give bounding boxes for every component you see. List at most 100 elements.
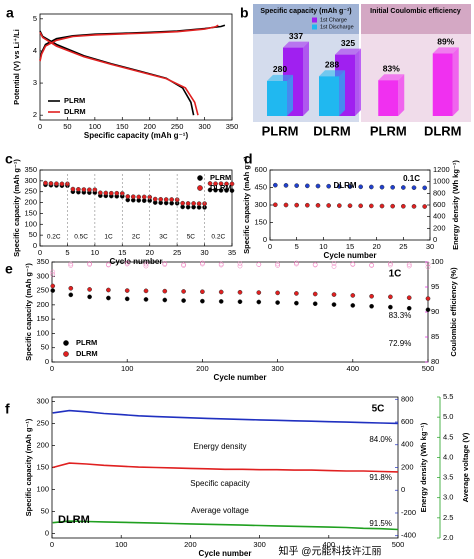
data-point bbox=[315, 203, 321, 208]
y-tick-label: 5.0 bbox=[443, 412, 453, 421]
x-tick-label: 0 bbox=[38, 248, 42, 257]
y-tick-label: 3.0 bbox=[443, 493, 453, 502]
x-tick-label: 200 bbox=[184, 540, 197, 549]
y-axis-label: Specific capacity (mAh g⁻¹) bbox=[242, 156, 251, 254]
data-point bbox=[390, 203, 396, 209]
y-tick-label: 100 bbox=[36, 485, 49, 494]
data-point bbox=[350, 261, 356, 267]
data-point bbox=[50, 272, 56, 277]
data-point bbox=[218, 188, 224, 193]
y-axis-label: Specific capacity (mAh g⁻¹) bbox=[24, 263, 33, 361]
data-point bbox=[70, 186, 76, 192]
data-point bbox=[207, 187, 213, 193]
bar-side bbox=[287, 74, 293, 116]
x-tick-label: 15 bbox=[118, 248, 126, 257]
x-tick-label: 300 bbox=[253, 540, 266, 549]
data-point bbox=[181, 298, 186, 303]
annotation: 0.2C bbox=[211, 234, 225, 241]
y-axis-label: Energy density (Wh kg⁻¹) bbox=[451, 160, 460, 250]
data-point bbox=[369, 303, 374, 309]
y-tick-label: 250 bbox=[36, 286, 49, 295]
data-point bbox=[97, 190, 103, 196]
value-label: 280 bbox=[273, 64, 287, 74]
y-tick-label: 2.0 bbox=[443, 533, 453, 542]
bar bbox=[432, 53, 453, 116]
legend-label: 1st Discharge bbox=[320, 24, 354, 30]
plot-frame bbox=[39, 169, 233, 247]
data-point bbox=[68, 261, 74, 267]
data-point bbox=[294, 261, 299, 267]
y-tick-label: 1200 bbox=[433, 165, 450, 174]
data-point bbox=[218, 299, 224, 304]
y-tick-label: 800 bbox=[401, 394, 414, 403]
x-tick-label: 0 bbox=[268, 242, 272, 251]
y-tick-label: 2 bbox=[33, 110, 37, 119]
y-tick-label: 400 bbox=[433, 212, 446, 221]
x-tick-label: 30 bbox=[426, 242, 434, 251]
y-tick-label: 600 bbox=[401, 417, 414, 426]
data-point bbox=[163, 197, 169, 202]
x-tick-label: 35 bbox=[228, 248, 236, 257]
y-tick-label: 3 bbox=[33, 78, 37, 87]
y-tick-label: 2.5 bbox=[443, 513, 453, 522]
data-point bbox=[294, 183, 300, 188]
value-label: 325 bbox=[341, 38, 355, 48]
category-label: DLRM bbox=[424, 123, 462, 138]
x-tick-label: 350 bbox=[226, 122, 239, 131]
y-tick-label: 250 bbox=[36, 418, 49, 427]
x-tick-label: 50 bbox=[63, 122, 71, 131]
data-point bbox=[422, 185, 428, 191]
legend-label: DLRM bbox=[210, 183, 232, 192]
annotation: 5C bbox=[187, 234, 196, 241]
data-point bbox=[406, 305, 412, 311]
y-tick-label: 4.0 bbox=[443, 452, 453, 461]
data-point bbox=[315, 183, 321, 189]
data-point bbox=[59, 181, 65, 187]
data-point bbox=[347, 203, 353, 209]
data-point bbox=[422, 204, 428, 209]
y-axis-label: Average voltage (V) bbox=[461, 432, 470, 502]
y-tick-label: 90 bbox=[431, 307, 439, 316]
data-point bbox=[229, 181, 235, 187]
x-tick-label: 5 bbox=[65, 248, 69, 257]
data-point bbox=[275, 263, 280, 268]
data-point bbox=[411, 204, 417, 209]
y-tick-label: 3.5 bbox=[443, 473, 453, 482]
x-tick-label: 20 bbox=[372, 242, 380, 251]
data-point bbox=[283, 202, 289, 208]
data-point bbox=[81, 187, 87, 192]
y-tick-label: 200 bbox=[24, 198, 37, 207]
data-point bbox=[312, 291, 318, 297]
annotation: Energy density bbox=[194, 442, 247, 451]
annotation: DLRM bbox=[333, 181, 356, 190]
series-line bbox=[52, 462, 399, 473]
legend-swatch bbox=[197, 185, 203, 191]
x-tick-label: 200 bbox=[196, 364, 209, 373]
data-point bbox=[358, 203, 364, 209]
y-tick-label: 0 bbox=[45, 529, 49, 538]
data-point bbox=[331, 302, 337, 307]
x-tick-label: 300 bbox=[271, 364, 284, 373]
data-point bbox=[237, 261, 243, 266]
data-point bbox=[48, 181, 54, 186]
data-point bbox=[124, 260, 130, 266]
data-point bbox=[114, 190, 120, 196]
data-point bbox=[388, 261, 393, 266]
data-point bbox=[207, 181, 213, 186]
legend-swatch bbox=[312, 24, 317, 30]
x-tick-label: 10 bbox=[319, 242, 327, 251]
watermark: 知乎 @元能科技许江丽 bbox=[279, 545, 382, 558]
category-label: PLRM bbox=[262, 123, 299, 138]
y-tick-label: 350 bbox=[24, 165, 37, 174]
data-point bbox=[304, 183, 310, 189]
panel-label: b bbox=[240, 5, 249, 21]
data-point bbox=[218, 261, 224, 267]
data-point bbox=[350, 303, 356, 308]
x-tick-label: 0 bbox=[38, 122, 42, 131]
data-point bbox=[331, 264, 337, 269]
y-tick-label: 150 bbox=[36, 462, 49, 471]
annotation: Specific capacity bbox=[190, 479, 250, 488]
data-point bbox=[358, 184, 364, 190]
x-tick-label: 30 bbox=[200, 248, 208, 257]
legend-label: DLRM bbox=[76, 349, 98, 358]
